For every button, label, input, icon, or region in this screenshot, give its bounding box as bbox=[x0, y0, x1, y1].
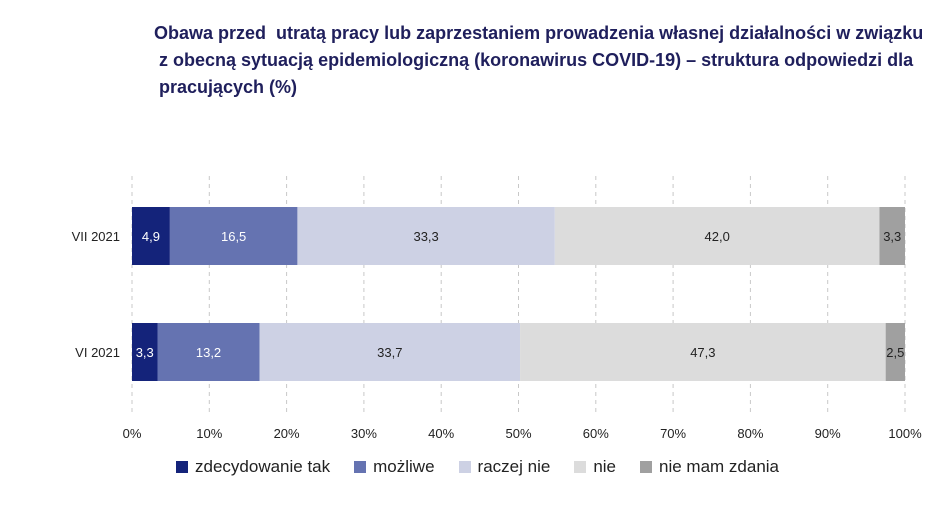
legend-swatch bbox=[354, 461, 367, 473]
legend-swatch bbox=[640, 461, 652, 473]
legend-label: możliwe bbox=[373, 457, 435, 476]
title-line-3: pracujących (%) bbox=[154, 77, 298, 97]
bar-segment-mozliwe bbox=[169, 207, 298, 265]
category-label: VI 2021 bbox=[75, 345, 120, 360]
x-tick-label: 60% bbox=[583, 426, 609, 441]
legend-swatch bbox=[458, 461, 471, 473]
data-label: 2,5 bbox=[886, 345, 904, 360]
bar-segment-raczej-nie bbox=[297, 207, 555, 265]
x-tick-label: 10% bbox=[196, 426, 222, 441]
bar-segment-zdecydowanie-tak bbox=[132, 323, 158, 381]
legend-label: zdecydowanie tak bbox=[195, 457, 331, 476]
data-label: 16,5 bbox=[221, 229, 246, 244]
x-tick-label: 70% bbox=[660, 426, 686, 441]
bar-segment-mozliwe bbox=[157, 323, 260, 381]
legend-item-zdecydowanie-tak: zdecydowanie tak bbox=[176, 457, 330, 477]
legend-item-nie-mam-zdania: nie mam zdania bbox=[640, 457, 779, 477]
x-tick-label: 40% bbox=[428, 426, 454, 441]
x-tick-label: 30% bbox=[351, 426, 377, 441]
legend-item-raczej-nie: raczej nie bbox=[458, 457, 551, 477]
x-tick-label: 50% bbox=[505, 426, 531, 441]
data-label: 33,7 bbox=[377, 345, 402, 360]
bar-segment-nie-mam-zdania bbox=[885, 323, 905, 381]
data-label: 33,3 bbox=[413, 229, 438, 244]
legend-label: nie mam zdania bbox=[659, 457, 780, 476]
x-tick-label: 100% bbox=[888, 426, 922, 441]
legend-item-mozliwe: możliwe bbox=[354, 457, 435, 477]
legend-swatch bbox=[176, 461, 188, 473]
data-label: 3,3 bbox=[883, 229, 901, 244]
x-tick-label: 20% bbox=[274, 426, 300, 441]
title-line-2: z obecną sytuacją epidemiologiczną (koro… bbox=[154, 50, 914, 70]
legend-swatch bbox=[574, 461, 587, 473]
chart-title: Obawa przed utratą pracy lub zaprzestani… bbox=[154, 20, 934, 101]
title-line-1: Obawa przed utratą pracy lub zaprzestani… bbox=[154, 23, 924, 43]
bar-segment-nie bbox=[520, 323, 886, 381]
bar-segment-zdecydowanie-tak bbox=[132, 207, 170, 265]
x-tick-label: 90% bbox=[815, 426, 841, 441]
legend-item-nie: nie bbox=[574, 457, 616, 477]
data-label: 42,0 bbox=[705, 229, 730, 244]
data-label: 4,9 bbox=[142, 229, 160, 244]
data-label: 13,2 bbox=[196, 345, 221, 360]
x-tick-label: 0% bbox=[123, 426, 142, 441]
x-tick-label: 80% bbox=[737, 426, 763, 441]
legend-label: nie bbox=[593, 457, 616, 476]
category-label: VII 2021 bbox=[72, 229, 120, 244]
bar-segment-nie bbox=[554, 207, 880, 265]
bar-segment-nie-mam-zdania bbox=[879, 207, 905, 265]
data-label: 3,3 bbox=[136, 345, 154, 360]
chart-legend: zdecydowanie tak możliwe raczej nie nie nie … bbox=[176, 457, 803, 477]
legend-label: raczej nie bbox=[477, 457, 551, 476]
bar-segment-raczej-nie bbox=[259, 323, 521, 381]
data-label: 47,3 bbox=[690, 345, 715, 360]
